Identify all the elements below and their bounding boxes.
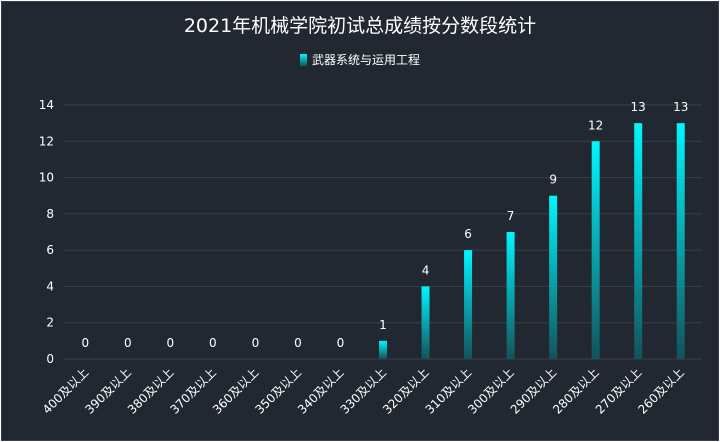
bars [379, 123, 685, 360]
legend-label: 武器系统与运用工程 [311, 53, 420, 67]
bar-value-label: 0 [167, 336, 175, 350]
bar-value-label: 0 [337, 336, 345, 350]
bar-value-label: 0 [209, 336, 217, 350]
bar-value-label: 4 [422, 263, 430, 277]
y-tick-label: 14 [39, 98, 54, 112]
chart-legend[interactable]: 武器系统与运用工程 [2, 51, 718, 68]
y-tick-label: 2 [46, 316, 54, 330]
y-tick-label: 0 [46, 352, 54, 366]
chart-title: 2021年机械学院初试总成绩按分数段统计 [183, 15, 537, 37]
y-tick-label: 10 [39, 171, 54, 185]
x-tick-label: 260及以上 [635, 365, 687, 417]
bar[interactable] [549, 195, 558, 359]
bar-value-label: 13 [631, 100, 646, 114]
bar-value-label: 13 [673, 100, 688, 114]
bar[interactable] [506, 232, 515, 359]
bar-value-label: 0 [252, 336, 260, 350]
bar-value-label: 7 [507, 209, 515, 223]
bar[interactable] [464, 250, 473, 359]
bar[interactable] [591, 141, 600, 359]
bar-value-label: 12 [588, 118, 603, 132]
bar[interactable] [379, 340, 387, 359]
bar[interactable] [676, 123, 685, 360]
bar-value-label: 9 [549, 173, 557, 187]
bar-value-label: 0 [294, 336, 302, 350]
bar-value-label: 1 [379, 318, 387, 332]
x-axis-ticks: 400及以上390及以上380及以上370及以上360及以上350及以上340及… [40, 365, 687, 417]
bar-value-label: 0 [81, 336, 89, 350]
y-tick-label: 6 [46, 243, 54, 257]
y-tick-label: 8 [46, 207, 54, 221]
legend-swatch [299, 54, 307, 66]
bar[interactable] [634, 123, 643, 360]
y-axis-ticks: 0 2 4 6 8 10 12 14 [39, 98, 54, 366]
bar-value-label: 6 [464, 227, 472, 241]
y-tick-label: 4 [46, 279, 54, 293]
bar[interactable] [421, 286, 430, 359]
value-labels: 0 0 0 0 0 0 0 1 4 6 7 9 12 13 13 [81, 100, 688, 350]
bar-value-label: 0 [124, 336, 132, 350]
y-tick-label: 12 [39, 134, 54, 148]
